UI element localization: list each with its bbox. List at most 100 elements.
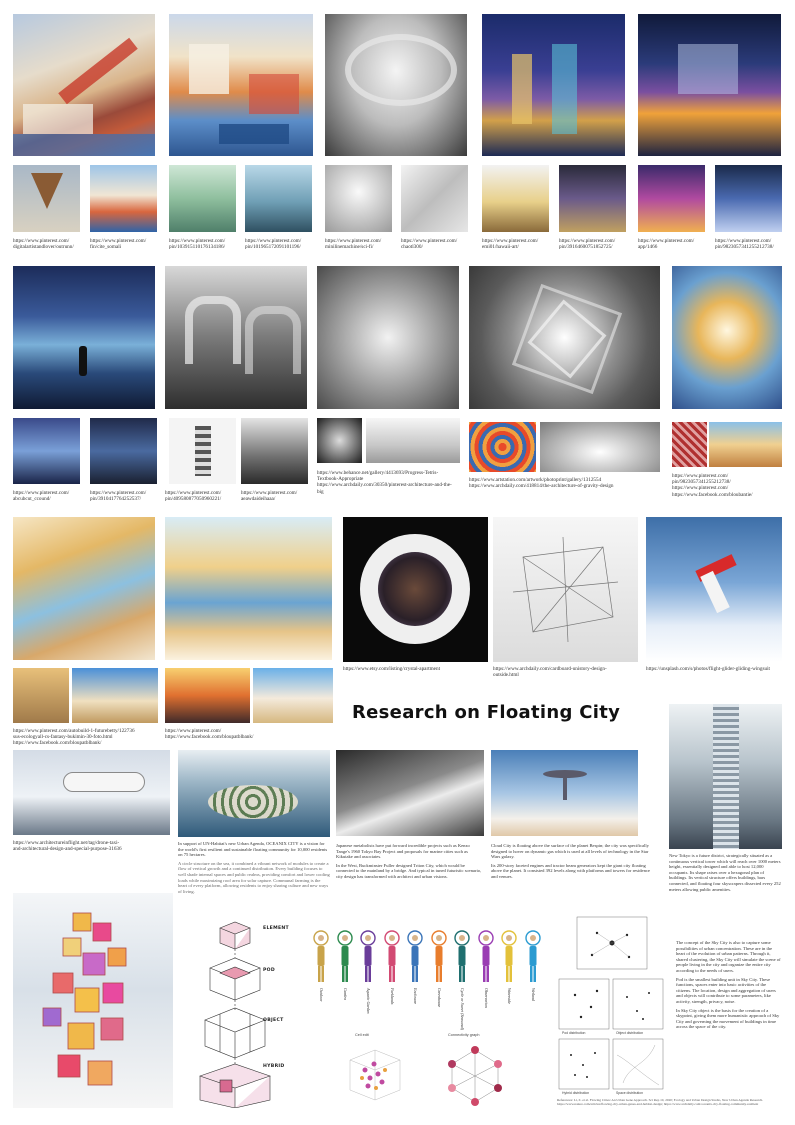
thumb-white-waves bbox=[401, 165, 468, 232]
user-glyph-labels: Outdoor Garden Aquatic Garden Parklands Encl… bbox=[312, 988, 547, 1038]
image-coastal-city-painting bbox=[13, 14, 155, 156]
user-glyph-label-1: Garden bbox=[342, 988, 348, 1001]
caption-r1j[interactable]: https://www.pinterest.com/pin/9823057341… bbox=[715, 238, 774, 251]
caption-r2f[interactable]: https://www.artstation.com/artwork/photo… bbox=[469, 477, 614, 490]
image-golden-fantasy-hall bbox=[165, 517, 332, 660]
caption-r2g[interactable]: https://www.pinterest.com/pin/9823057341… bbox=[672, 473, 753, 498]
image-grey-arches bbox=[165, 266, 307, 409]
caption-r3a[interactable]: https://www.pinterest.com/autobuild-1-fu… bbox=[13, 728, 135, 747]
network-label-2: Hybrid distribution bbox=[562, 1091, 590, 1095]
user-glyph-label-8: Waterside bbox=[507, 988, 512, 1004]
caption-r2e[interactable]: https://www.behance.net/gallery/4413693/… bbox=[317, 470, 452, 495]
thumb-golden-arches bbox=[709, 422, 782, 467]
caption-r1h[interactable]: https://www.pinterest.com/pin/3916460075… bbox=[559, 238, 616, 251]
diagram-sky-city-units bbox=[190, 918, 300, 1108]
image-crystal-disk bbox=[343, 517, 488, 662]
image-neon-city-purple bbox=[638, 14, 781, 156]
network-label-0: Pod distribution bbox=[562, 1031, 586, 1035]
text-cloud-city: Cloud City is floating above the surface… bbox=[491, 843, 650, 879]
user-glyph-7 bbox=[477, 930, 495, 988]
caption-r2d[interactable]: https://www.pinterest.com/aeawdaideihaaa… bbox=[241, 490, 298, 503]
thumb-dark-tower bbox=[559, 165, 626, 232]
mini-title-network: Connectivity graph bbox=[448, 1033, 480, 1037]
network-label-1: Object distribution bbox=[616, 1031, 644, 1035]
caption-r3e[interactable]: https://unsplash.com/s/photos/flight-gli… bbox=[646, 666, 770, 672]
caption-r4a[interactable]: https://www.architectureinflight.net/tag… bbox=[13, 840, 122, 853]
mini-title-cube: Cell edit bbox=[355, 1033, 369, 1037]
caption-r1e[interactable]: https://www.pinterest.com/minilinemachin… bbox=[325, 238, 382, 251]
image-neon-figure-city bbox=[13, 266, 155, 409]
image-spiral-hall-grey bbox=[317, 266, 459, 409]
thumb-cyber-iso bbox=[715, 165, 782, 232]
thumb-white-arch bbox=[325, 165, 392, 232]
thumb-green-ruins bbox=[169, 165, 236, 232]
user-glyph-2 bbox=[359, 930, 377, 988]
caption-r1c[interactable]: https://www.pinterest.com/pin/1039151101… bbox=[169, 238, 226, 251]
user-glyph-6 bbox=[453, 930, 471, 988]
caption-r2a[interactable]: https://www.pinterest.com/abcubcut_ccoun… bbox=[13, 490, 70, 503]
image-flying-car bbox=[13, 750, 170, 835]
thumb-white-arches bbox=[253, 668, 333, 723]
user-glyph-label-4: Enclosure bbox=[413, 988, 418, 1005]
label-hybrid: HYBRID bbox=[263, 1064, 285, 1069]
image-wingsuit-flyer bbox=[646, 517, 782, 662]
caption-r2c[interactable]: https://www.pinterest.com/pin/4095808770… bbox=[165, 490, 222, 503]
user-glyph-row bbox=[312, 930, 547, 990]
page-title: Research on Floating City bbox=[352, 702, 621, 723]
thumb-blue-arches bbox=[72, 668, 158, 723]
user-glyph-5 bbox=[430, 930, 448, 988]
image-golden-fantasy-town bbox=[13, 517, 155, 660]
user-glyph-label-7: Observation bbox=[483, 988, 489, 1008]
caption-r1i[interactable]: https://www.pinterest.com/app/1466 bbox=[638, 238, 695, 251]
thumb-color-spiral bbox=[469, 422, 536, 472]
thumb-floating-rock bbox=[13, 165, 80, 232]
image-colorful-buildings bbox=[169, 14, 313, 156]
thumb-hall-columns bbox=[241, 418, 308, 484]
image-cloud-city bbox=[491, 750, 638, 836]
text-oceanix: In support of UN-Habitat's new Urban Age… bbox=[178, 841, 330, 894]
caption-r3c[interactable]: https://www.etsy.com/listing/crystal-apa… bbox=[343, 666, 441, 672]
thumb-sky-ruins bbox=[245, 165, 312, 232]
image-fluid-white-architecture bbox=[325, 14, 467, 156]
thumb-fantasy-market bbox=[13, 668, 69, 723]
user-glyph-label-3: Parklands bbox=[389, 988, 395, 1005]
user-glyph-4 bbox=[406, 930, 424, 988]
thumb-neon-grid bbox=[90, 418, 157, 484]
thumb-neon-iso bbox=[638, 165, 705, 232]
label-element: ELEMENT bbox=[263, 926, 289, 931]
thumb-red-pattern bbox=[672, 422, 707, 467]
user-glyph-1 bbox=[336, 930, 354, 988]
label-pod: POD bbox=[263, 968, 275, 973]
image-golden-flower-arch bbox=[672, 266, 782, 409]
image-glass-wire-structure bbox=[493, 517, 638, 662]
caption-r1g[interactable]: https://www.pinterest.com/emi01/hawaii-a… bbox=[482, 238, 539, 251]
user-glyph-label-0: Outdoor bbox=[319, 988, 324, 1002]
user-glyph-label-9: Wetland bbox=[530, 988, 536, 1001]
caption-r3d[interactable]: https://www.archdaily.com/cardboard-unis… bbox=[493, 666, 607, 679]
user-glyph-label-5: Greenhouse bbox=[436, 988, 442, 1008]
image-aerial-map bbox=[336, 750, 484, 836]
label-object: OBJECT bbox=[263, 1018, 284, 1023]
thumb-light-tunnel bbox=[540, 422, 660, 472]
thumb-dark-sculpture bbox=[317, 418, 362, 463]
network-panels bbox=[557, 915, 665, 1095]
user-glyph-0 bbox=[312, 930, 330, 988]
thumb-golden-tower bbox=[482, 165, 549, 232]
image-neon-city-blue bbox=[482, 14, 625, 156]
mini-cube-chart bbox=[340, 1040, 410, 1110]
user-glyph-3 bbox=[383, 930, 401, 988]
image-oceanix-city bbox=[178, 750, 330, 837]
caption-r1b[interactable]: https://www.pinterest.com/fin/cite_somal… bbox=[90, 238, 147, 251]
thumb-island-city bbox=[90, 165, 157, 232]
user-glyph-label-2: Aquatic Garden bbox=[366, 988, 371, 1014]
thumb-sunset-fantasy bbox=[165, 668, 250, 723]
caption-r1d[interactable]: https://www.pinterest.com/pin/1019651720… bbox=[245, 238, 302, 251]
thumb-white-corridor bbox=[366, 418, 460, 463]
image-new-tokyo-tower bbox=[669, 704, 782, 849]
caption-r1f[interactable]: https://www.pinterest.com/chaotl300/ bbox=[401, 238, 458, 251]
caption-r1a[interactable]: https://www.pinterest.com/digitalartista… bbox=[13, 238, 74, 251]
thumb-stacked-blocks bbox=[169, 418, 236, 484]
caption-r3b[interactable]: https://www.pinterest.com/https://www.fa… bbox=[165, 728, 254, 741]
caption-r2b[interactable]: https://www.pinterest.com/pin/3910417764… bbox=[90, 490, 147, 503]
text-sky-city: The concept of the Sky City is also to c… bbox=[676, 940, 781, 1030]
